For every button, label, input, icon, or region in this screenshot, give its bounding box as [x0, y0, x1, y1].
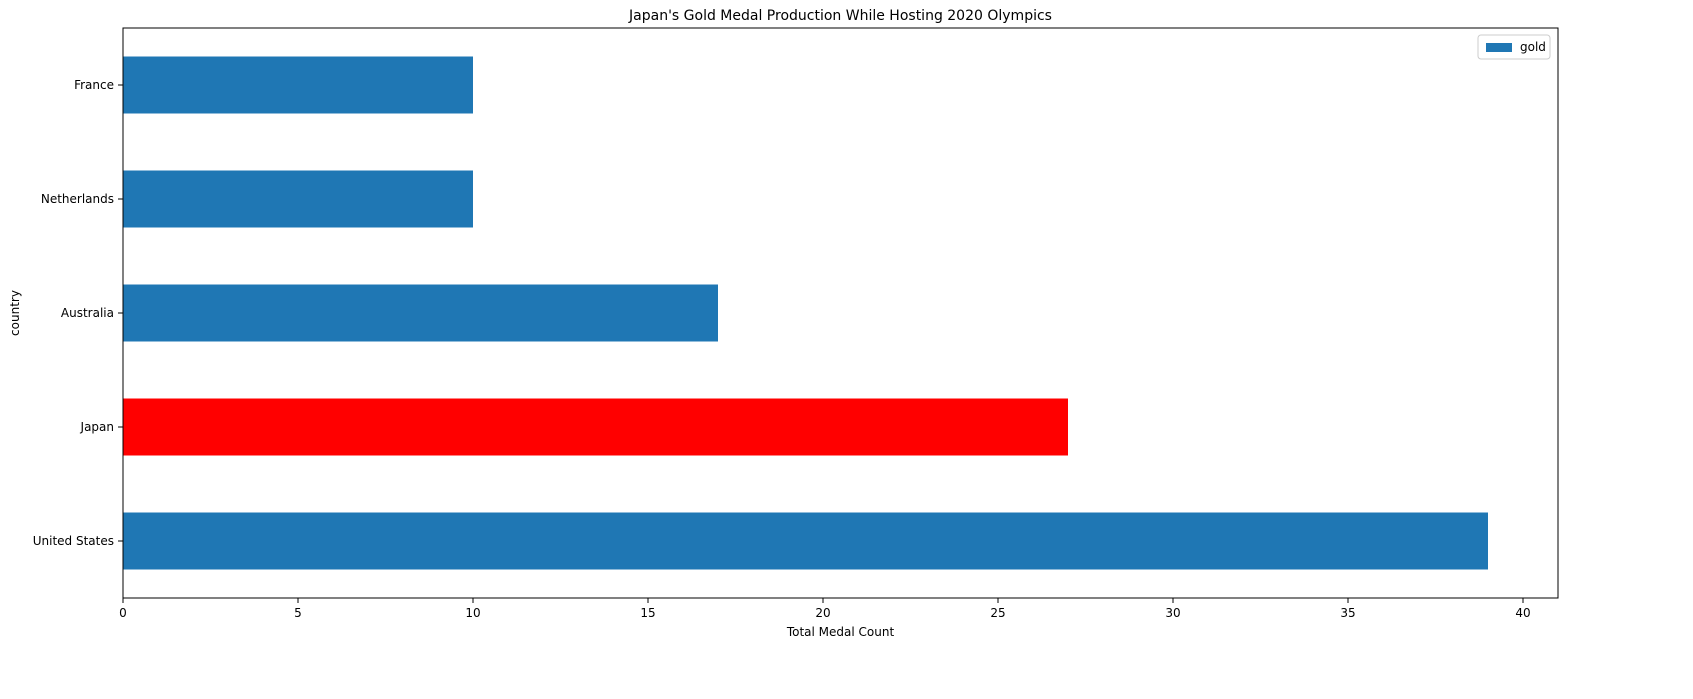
- legend-box: [1477, 34, 1551, 60]
- bar-united-states: [123, 512, 1488, 570]
- x-tick-label: 5: [294, 606, 302, 620]
- x-tick-label: 40: [1515, 606, 1530, 620]
- x-axis-ticks: 0 5 10 15 20 25 30 35 40: [119, 598, 1531, 620]
- y-axis-label: country: [8, 290, 22, 336]
- bar-netherlands: [123, 170, 473, 228]
- y-tick-label: Australia: [61, 306, 114, 320]
- y-tick-label: United States: [33, 534, 114, 548]
- chart-title: Japan's Gold Medal Production While Host…: [628, 8, 1052, 24]
- legend-swatch: [1486, 43, 1512, 52]
- y-tick-label: Netherlands: [41, 192, 114, 206]
- legend: gold: [1477, 34, 1551, 60]
- x-axis-label: Total Medal Count: [786, 625, 895, 639]
- x-tick-label: 35: [1340, 606, 1355, 620]
- x-tick-label: 30: [1165, 606, 1180, 620]
- bar-australia: [123, 284, 718, 342]
- x-tick-label: 15: [640, 606, 655, 620]
- x-tick-label: 10: [465, 606, 480, 620]
- legend-label: gold: [1520, 40, 1546, 54]
- x-tick-label: 25: [990, 606, 1005, 620]
- bar-japan: [123, 398, 1068, 456]
- x-tick-label: 20: [815, 606, 830, 620]
- y-tick-label: France: [74, 78, 114, 92]
- x-tick-label: 0: [119, 606, 127, 620]
- y-axis-ticks: United States Japan Australia Netherlands Fr…: [33, 78, 123, 548]
- bars-group: [123, 56, 1488, 570]
- bar-france: [123, 56, 473, 114]
- y-tick-label: Japan: [80, 420, 114, 434]
